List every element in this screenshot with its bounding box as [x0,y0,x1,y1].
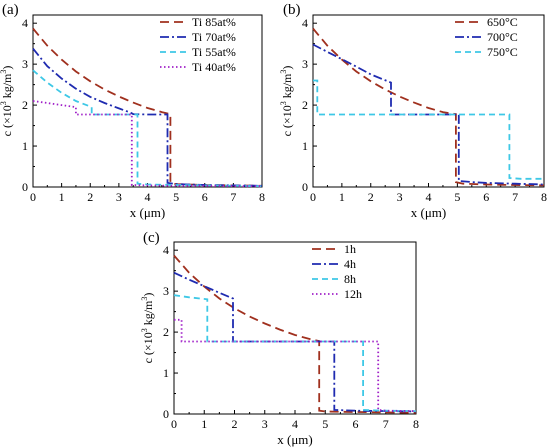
legend-label: 700°C [487,30,518,44]
x-tick-label: 5 [322,417,328,431]
series-line-2 [313,79,544,180]
x-tick-label: 1 [59,190,65,204]
legend-label: 650°C [487,15,518,29]
series-line-0 [32,27,263,187]
y-tick-label: 0 [22,180,28,194]
x-tick-label: 0 [30,190,36,204]
y-tick-label: 4 [22,16,28,30]
legend-label: 750°C [487,45,518,59]
x-tick-label: 0 [171,417,177,431]
legend-label: 1h [344,242,356,256]
series-line-0 [173,254,417,414]
x-tick-label: 2 [368,190,374,204]
x-axis-label: x (μm) [277,432,313,447]
plot-frame [173,241,417,415]
legend-label: Ti 55at% [192,45,236,59]
legend-label: 8h [344,272,356,286]
series-line-3 [32,100,262,188]
x-tick-label: 5 [454,190,460,204]
x-tick-label: 1 [201,417,207,431]
panel-label: (c) [143,230,160,246]
x-tick-label: 2 [232,417,238,431]
panel-label: (b) [283,2,301,18]
x-tick-label: 0 [310,190,316,204]
y-tick-label: 1 [22,139,28,153]
y-tick-label: 3 [302,57,308,71]
x-axis-label: x (μm) [411,205,447,220]
x-tick-label: 8 [413,417,419,431]
panel-label: (a) [2,2,19,18]
x-tick-label: 3 [397,190,403,204]
y-tick-label: 2 [163,325,169,339]
y-tick-label: 4 [163,243,169,257]
y-tick-label: 3 [22,57,28,71]
y-tick-label: 2 [22,98,28,112]
x-tick-label: 8 [259,190,265,204]
series-line-1 [32,48,263,187]
x-axis-label: x (μm) [130,205,166,220]
x-tick-label: 1 [339,190,345,204]
y-axis-label: c (×103 kg/m3) [0,66,14,137]
x-tick-label: 8 [541,190,547,204]
series-line-0 [312,27,545,187]
x-tick-label: 4 [426,190,432,204]
legend-label: 12h [344,287,362,301]
x-tick-label: 7 [512,190,518,204]
x-tick-label: 3 [116,190,122,204]
y-tick-label: 1 [302,139,308,153]
x-tick-label: 4 [292,417,298,431]
y-tick-label: 0 [163,407,169,421]
y-axis-label: c (×103 kg/m3) [279,66,294,137]
x-tick-label: 7 [383,417,389,431]
y-tick-label: 3 [163,284,169,298]
legend-label: Ti 40at% [192,60,236,74]
y-tick-label: 2 [302,98,308,112]
y-tick-label: 0 [302,180,308,194]
x-tick-label: 3 [262,417,268,431]
series-line-3 [174,318,417,412]
legend-label: Ti 85at% [192,15,236,29]
x-tick-label: 5 [173,190,179,204]
y-tick-label: 4 [302,16,308,30]
x-tick-label: 6 [483,190,489,204]
series-line-2 [32,69,263,188]
legend-label: Ti 70at% [192,30,236,44]
x-tick-label: 4 [145,190,151,204]
series-line-2 [173,294,417,412]
x-tick-label: 7 [230,190,236,204]
legend-label: 4h [344,257,356,271]
x-tick-label: 6 [353,417,359,431]
y-tick-label: 1 [163,366,169,380]
x-tick-label: 2 [87,190,93,204]
y-axis-label: c (×103 kg/m3) [140,293,155,364]
x-tick-label: 6 [202,190,208,204]
